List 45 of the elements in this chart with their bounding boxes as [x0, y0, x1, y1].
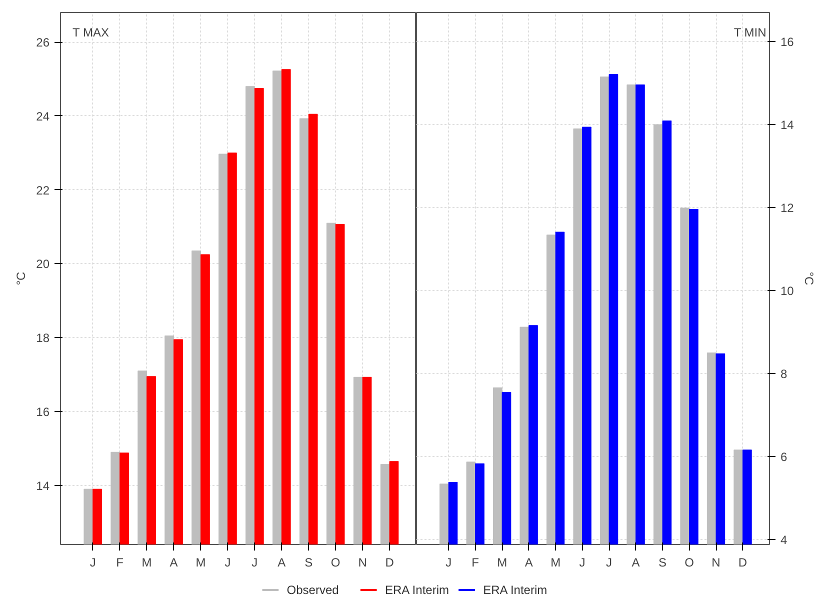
x-tick-label: D — [738, 556, 748, 570]
y-tick-label: 8 — [780, 367, 788, 382]
x-tick-label: A — [170, 556, 178, 570]
x-tick-label: F — [116, 556, 124, 570]
y-tick-label: 10 — [780, 284, 794, 298]
y-tick-label: 14 — [36, 478, 50, 493]
text: T MIN — [734, 26, 766, 40]
x-tick-label: M — [196, 556, 206, 570]
x-tick-label: S — [304, 556, 313, 570]
y-tick-label: 18 — [36, 331, 50, 346]
y-axis-title: °C — [14, 271, 28, 286]
legend-label: ERA Interim — [384, 583, 449, 597]
x-tick-label: N — [358, 556, 367, 570]
x-tick-label: A — [632, 556, 640, 570]
x-tick-label: J — [224, 556, 231, 570]
x-tick-label: A — [524, 556, 533, 570]
x-tick-label: D — [385, 556, 394, 570]
x-tick-label: A — [278, 556, 286, 570]
y-tick-label: 20 — [36, 257, 50, 272]
y-tick-label: 24 — [36, 109, 50, 124]
x-tick-label: O — [684, 556, 694, 570]
y-tick-label: 26 — [36, 36, 50, 50]
y-tick-label: 4 — [780, 533, 788, 548]
y-tick-label: 22 — [36, 183, 50, 198]
x-tick-label: J — [252, 556, 258, 570]
x-tick-label: F — [472, 556, 480, 570]
x-tick-label: J — [446, 556, 452, 570]
x-tick-label: N — [712, 556, 720, 570]
legend-label: Observed — [286, 583, 339, 597]
legend-label: ERA Interim — [483, 583, 548, 597]
y-tick-label: 14 — [780, 118, 794, 132]
y-tick-label: 12 — [780, 201, 794, 216]
y-tick-label: 16 — [36, 405, 50, 419]
x-tick-label: M — [550, 556, 561, 570]
y-tick-label: 6 — [780, 450, 788, 464]
x-tick-label: M — [142, 556, 152, 570]
text: T MAX — [72, 26, 109, 40]
x-tick-label: J — [90, 556, 96, 570]
y-tick-label: 16 — [780, 35, 794, 50]
x-tick-label: S — [658, 556, 667, 570]
x-tick-label: O — [330, 556, 340, 570]
x-tick-label: M — [497, 556, 508, 570]
y-axis-title: °C — [802, 272, 816, 286]
x-tick-label: J — [606, 556, 612, 570]
x-tick-label: J — [579, 556, 586, 570]
